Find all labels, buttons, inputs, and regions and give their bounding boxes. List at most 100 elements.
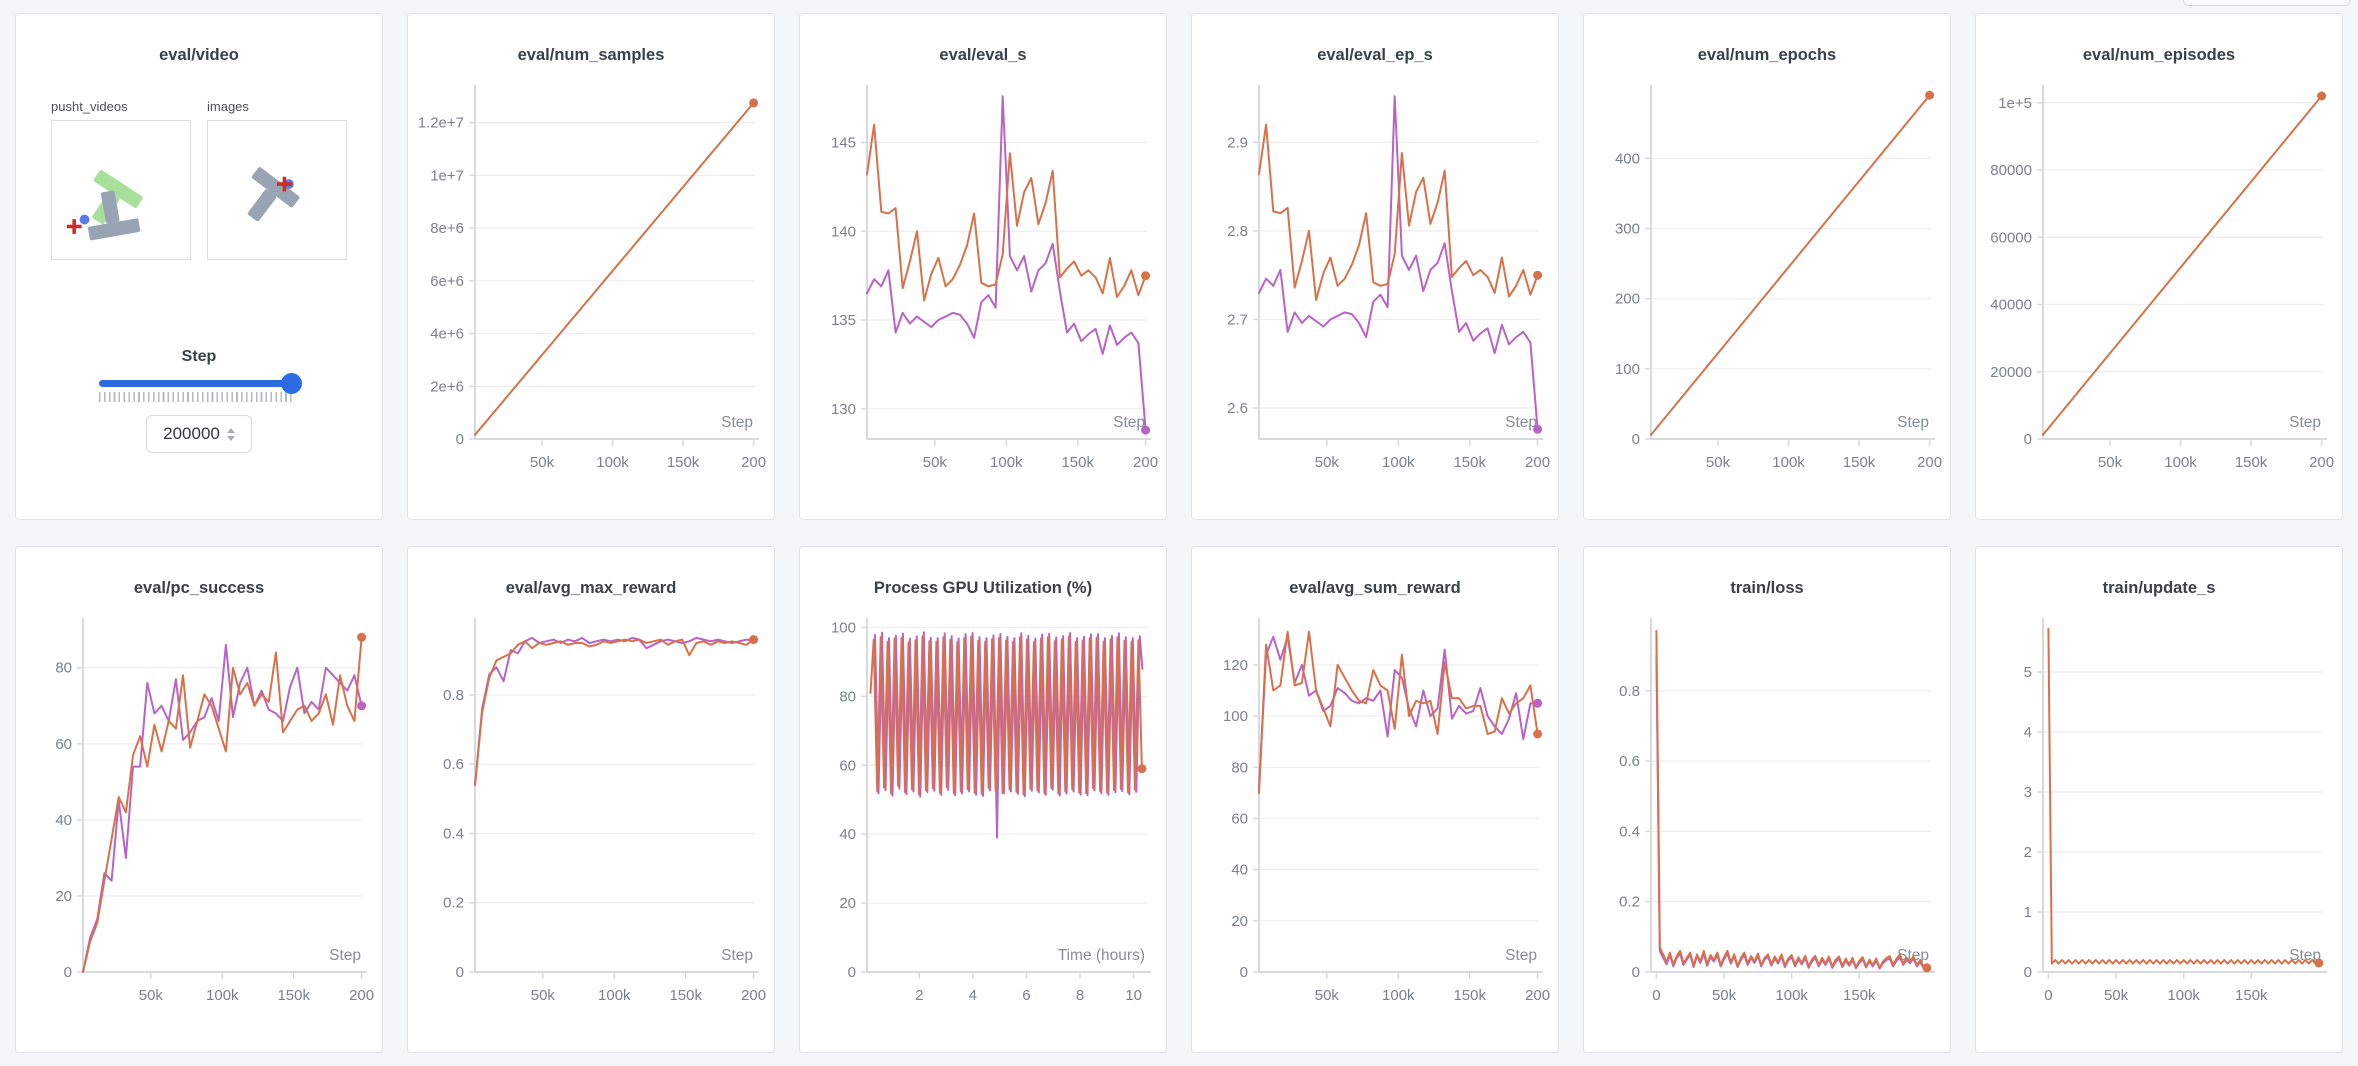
svg-text:60: 60 xyxy=(1231,810,1248,827)
svg-text:Step: Step xyxy=(2289,414,2321,431)
svg-text:145: 145 xyxy=(831,134,856,151)
svg-text:50k: 50k xyxy=(1706,454,1731,471)
slider-handle[interactable] xyxy=(281,373,302,394)
svg-text:4: 4 xyxy=(2024,724,2032,741)
svg-text:Time (hours): Time (hours) xyxy=(1058,947,1145,964)
svg-text:100k: 100k xyxy=(598,987,631,1004)
svg-text:5: 5 xyxy=(2024,664,2032,681)
chart-title: Process GPU Utilization (%) xyxy=(873,579,1093,597)
chart-title: eval/num_episodes xyxy=(2082,46,2236,64)
svg-text:0: 0 xyxy=(848,964,856,981)
svg-text:2: 2 xyxy=(2024,844,2032,861)
svg-text:135: 135 xyxy=(831,312,856,329)
svg-text:100: 100 xyxy=(1615,361,1640,378)
line-chart[interactable]: 0 20000 40000 60000 80000 1e+5 50k 100k 150k 200 S… xyxy=(1983,79,2335,489)
svg-text:80: 80 xyxy=(1231,759,1248,776)
increment-icon[interactable] xyxy=(226,427,235,433)
svg-text:0.6: 0.6 xyxy=(443,756,464,773)
svg-text:140: 140 xyxy=(831,223,856,240)
chart-title: eval/num_samples xyxy=(517,46,665,64)
svg-text:Step: Step xyxy=(721,414,753,431)
svg-text:100k: 100k xyxy=(596,454,629,471)
pusht-video-thumbnail[interactable] xyxy=(51,120,191,260)
svg-text:Step: Step xyxy=(721,947,753,964)
images-thumbnail[interactable] xyxy=(207,120,347,260)
line-chart[interactable]: 2.6 2.7 2.8 2.9 50k 100k 150k 200 Step xyxy=(1199,79,1551,489)
media-label: images xyxy=(207,99,249,114)
panel-title: eval/video xyxy=(159,46,239,64)
line-chart[interactable]: 0 100 200 300 400 50k 100k 150k 200 Step xyxy=(1591,79,1943,489)
target-cross-icon xyxy=(277,176,292,192)
panel-eval-eval-ep-s: eval/eval_ep_s 2.6 2.7 2.8 2.9 50k 100k 150k 20… xyxy=(1191,13,1559,520)
svg-text:20000: 20000 xyxy=(1990,364,2032,381)
svg-text:0: 0 xyxy=(1632,964,1640,981)
svg-text:80: 80 xyxy=(55,660,72,677)
line-chart[interactable]: 0 2e+6 4e+6 6e+6 8e+6 1e+7 1.2e+7 50k 100k 150k 20… xyxy=(415,79,767,489)
svg-text:60: 60 xyxy=(55,736,72,753)
step-input[interactable]: 200000 xyxy=(146,415,252,453)
svg-text:0.6: 0.6 xyxy=(1619,753,1640,770)
svg-text:200: 200 xyxy=(741,454,766,471)
svg-text:0: 0 xyxy=(456,964,464,981)
panel-eval-video: eval/video pusht_videos xyxy=(15,13,383,520)
svg-text:40: 40 xyxy=(839,826,856,843)
svg-text:100k: 100k xyxy=(1382,987,1415,1004)
svg-text:10: 10 xyxy=(1125,987,1142,1004)
pusht-render-image xyxy=(66,169,143,241)
media-row: pusht_videos xyxy=(16,99,382,260)
svg-text:4: 4 xyxy=(969,987,977,1004)
slider-track[interactable] xyxy=(99,373,302,394)
svg-text:0.4: 0.4 xyxy=(443,825,464,842)
svg-text:6e+6: 6e+6 xyxy=(430,273,464,290)
step-slider-label: Step xyxy=(181,348,217,365)
svg-text:200: 200 xyxy=(1525,454,1550,471)
pusht-state-image xyxy=(247,167,300,222)
line-chart[interactable]: 0 20 40 60 80 100 120 50k 100k 150k 200 Step xyxy=(1199,612,1551,1022)
panel-eval-avg-sum-reward: eval/avg_sum_reward 0 20 40 60 80 100 120 50k 10… xyxy=(1191,546,1559,1053)
svg-text:0.2: 0.2 xyxy=(443,895,464,912)
svg-text:100k: 100k xyxy=(1772,454,1805,471)
svg-text:50k: 50k xyxy=(1315,987,1340,1004)
svg-text:150k: 150k xyxy=(1843,987,1876,1004)
svg-text:100k: 100k xyxy=(2164,454,2197,471)
chart-title: eval/avg_sum_reward xyxy=(1289,579,1461,597)
panel-train-loss: train/loss 0 0.2 0.4 0.6 0.8 0 50k 100k 150k Step xyxy=(1583,546,1951,1053)
svg-text:50k: 50k xyxy=(531,987,556,1004)
step-control: Step 200000 xyxy=(16,348,382,453)
svg-text:150k: 150k xyxy=(1843,454,1876,471)
panel-eval-avg-max-reward: eval/avg_max_reward 0 0.2 0.4 0.6 0.8 50k 100k… xyxy=(407,546,775,1053)
svg-text:40: 40 xyxy=(1231,862,1248,879)
svg-text:50k: 50k xyxy=(2104,987,2129,1004)
svg-text:1: 1 xyxy=(2024,904,2032,921)
chart-title: train/loss xyxy=(1730,579,1804,597)
svg-text:200: 200 xyxy=(1525,987,1550,1004)
svg-text:130: 130 xyxy=(831,401,856,418)
svg-text:8: 8 xyxy=(1076,987,1084,1004)
svg-text:100k: 100k xyxy=(1382,454,1415,471)
svg-text:0: 0 xyxy=(1652,987,1660,1004)
chart-title: eval/num_epochs xyxy=(1697,46,1837,64)
panel-train-update-s: train/update_s 0 1 2 3 4 5 0 50k 100k 150k Step xyxy=(1975,546,2343,1053)
svg-text:100k: 100k xyxy=(1775,987,1808,1004)
line-chart[interactable]: 130 135 140 145 50k 100k 150k 200 Step xyxy=(807,79,1159,489)
svg-text:0: 0 xyxy=(2024,431,2032,448)
svg-text:40: 40 xyxy=(55,812,72,829)
line-chart[interactable]: 0 0.2 0.4 0.6 0.8 50k 100k 150k 200 Step xyxy=(415,612,767,1022)
svg-text:80: 80 xyxy=(839,688,856,705)
line-chart[interactable]: 0 20 40 60 80 50k 100k 150k 200 Step xyxy=(23,612,375,1022)
svg-text:200: 200 xyxy=(1917,454,1942,471)
svg-text:50k: 50k xyxy=(923,454,948,471)
line-chart[interactable]: 0 20 40 60 80 100 2 4 6 8 10 Time (hours) xyxy=(807,612,1159,1022)
svg-text:300: 300 xyxy=(1615,221,1640,238)
step-slider[interactable] xyxy=(99,373,302,402)
svg-text:120: 120 xyxy=(1223,657,1248,674)
decrement-icon[interactable] xyxy=(226,435,235,441)
svg-text:4e+6: 4e+6 xyxy=(430,326,464,343)
svg-text:200: 200 xyxy=(1615,291,1640,308)
svg-text:0.4: 0.4 xyxy=(1619,823,1640,840)
stepper-arrows-icon[interactable] xyxy=(226,427,235,441)
svg-text:150k: 150k xyxy=(1061,454,1094,471)
